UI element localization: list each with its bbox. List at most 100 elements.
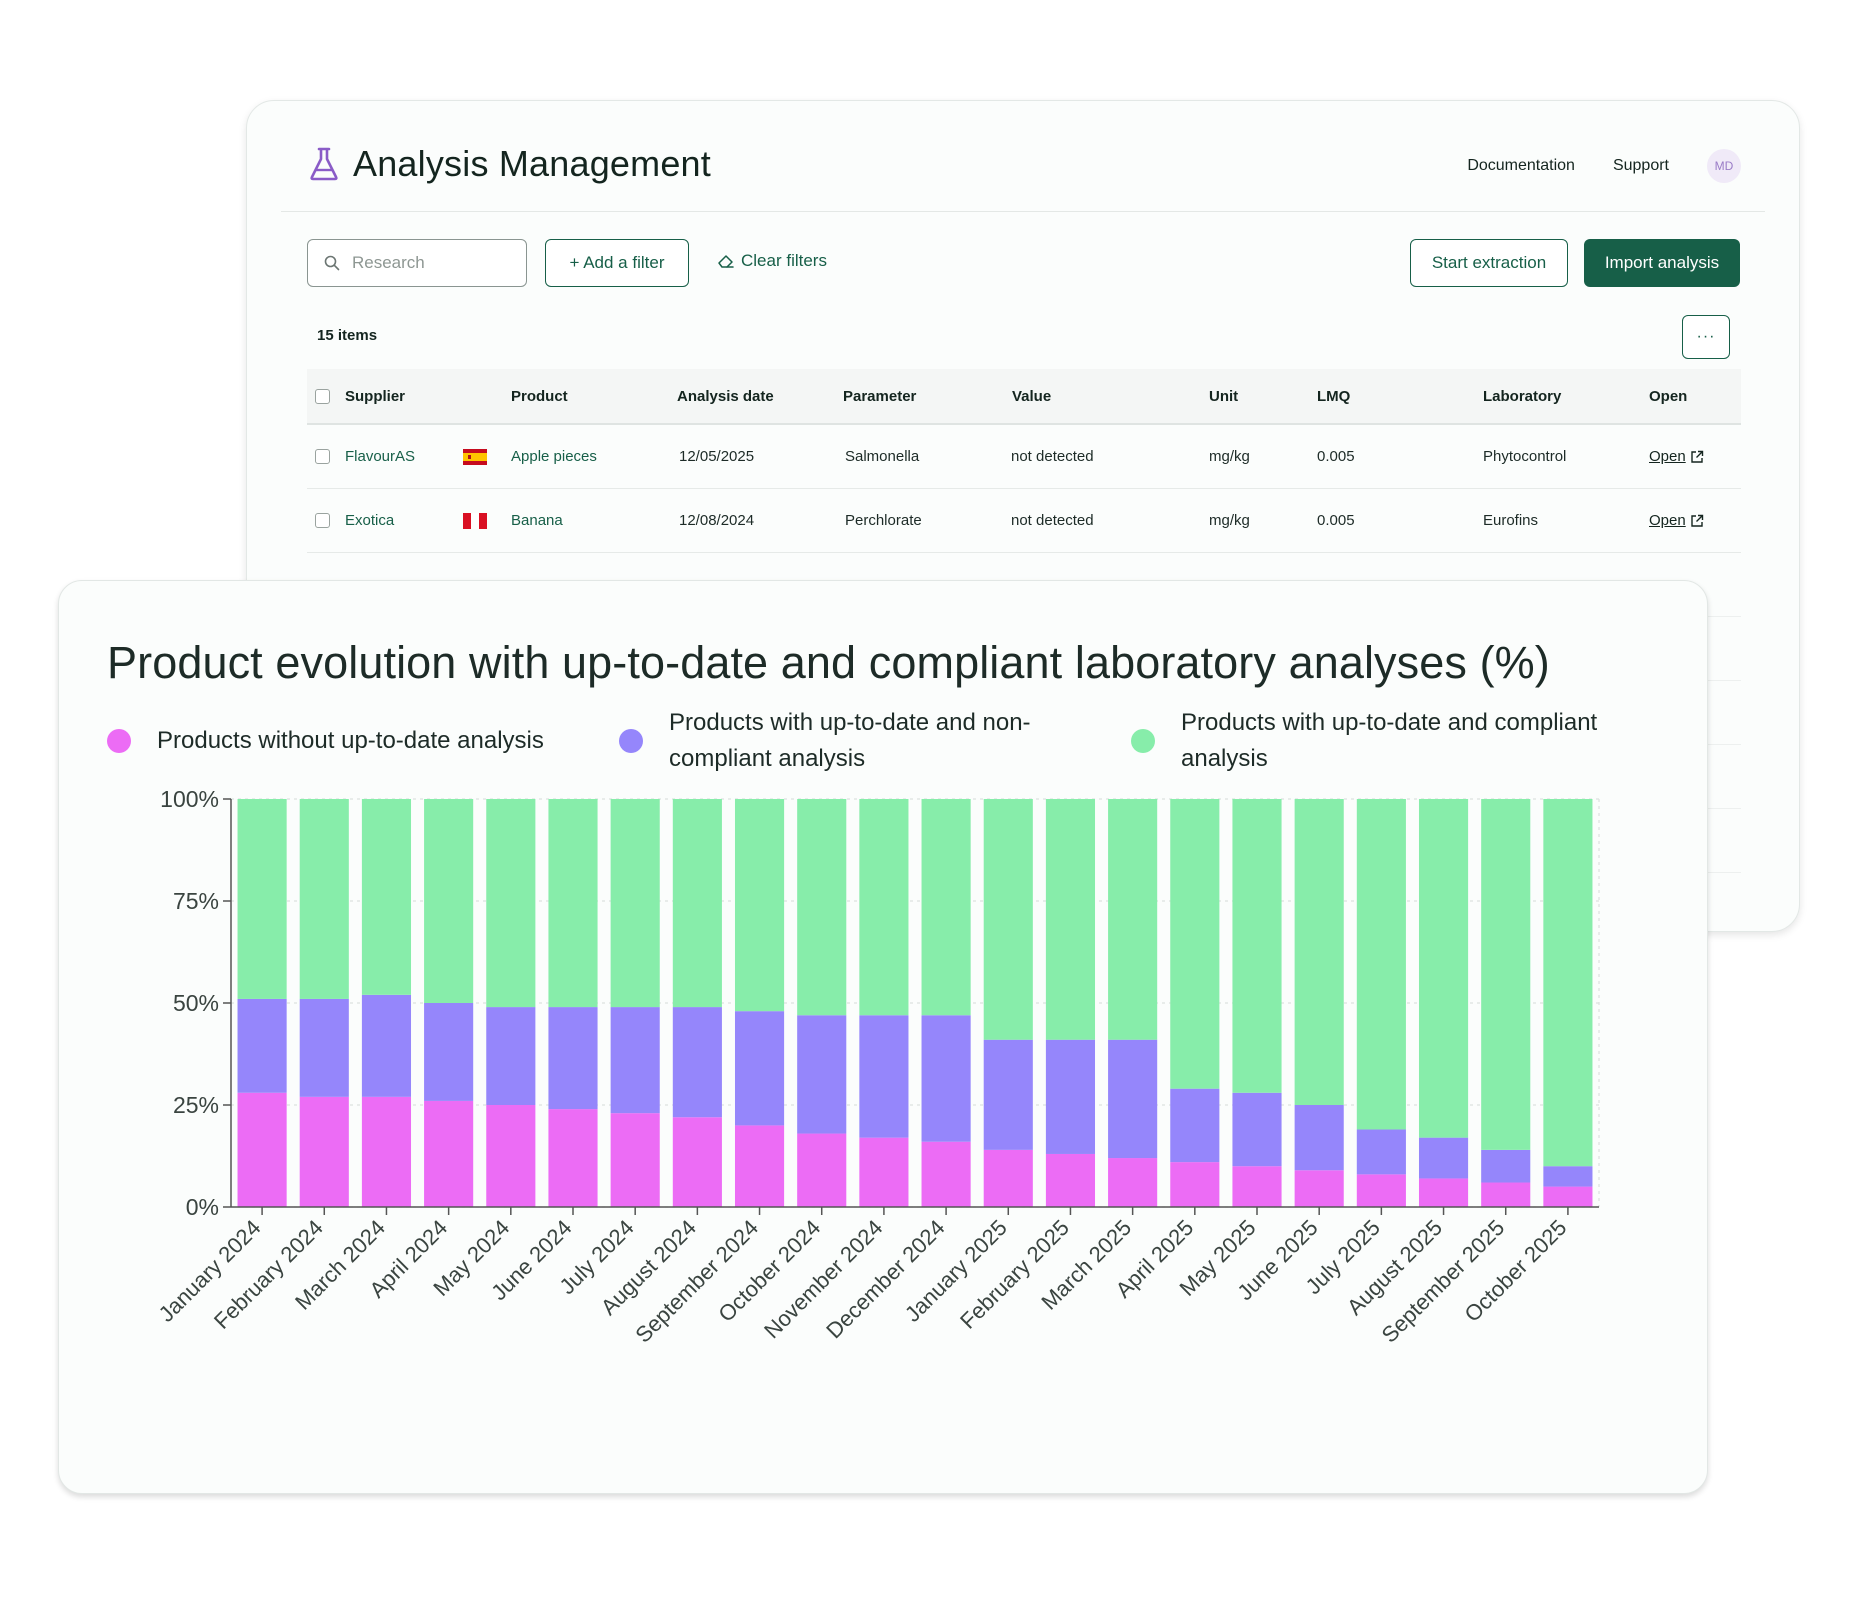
bar-segment-noncompliant[interactable] bbox=[1170, 1088, 1220, 1163]
bar-segment-noncompliant[interactable] bbox=[424, 1003, 474, 1101]
bar-segment-without[interactable] bbox=[983, 1149, 1033, 1207]
bar-segment-without[interactable] bbox=[921, 1141, 971, 1207]
column-header[interactable]: LMQ bbox=[1317, 387, 1351, 405]
column-header[interactable]: Parameter bbox=[843, 387, 917, 405]
bar-segment-without[interactable] bbox=[1045, 1153, 1096, 1207]
bar-segment-without[interactable] bbox=[1170, 1162, 1220, 1207]
bar-segment-compliant[interactable] bbox=[237, 799, 287, 999]
bar-segment-compliant[interactable] bbox=[734, 799, 785, 1012]
bar-segment-without[interactable] bbox=[1418, 1178, 1469, 1207]
bar-segment-without[interactable] bbox=[424, 1100, 474, 1207]
bar-segment-without[interactable] bbox=[237, 1092, 287, 1207]
bar-segment-without[interactable] bbox=[299, 1096, 349, 1207]
bar-segment-compliant[interactable] bbox=[361, 799, 412, 995]
bar-segment-without[interactable] bbox=[1481, 1182, 1531, 1207]
bar-segment-compliant[interactable] bbox=[1418, 799, 1469, 1138]
bar-segment-noncompliant[interactable] bbox=[486, 1007, 536, 1105]
bar-segment-compliant[interactable] bbox=[921, 799, 971, 1016]
bar-segment-compliant[interactable] bbox=[1356, 799, 1406, 1130]
column-header[interactable]: Laboratory bbox=[1483, 387, 1562, 405]
bar-segment-compliant[interactable] bbox=[797, 799, 847, 1016]
bar-segment-noncompliant[interactable] bbox=[237, 998, 287, 1093]
product-cell[interactable]: Banana bbox=[511, 512, 563, 529]
product-cell[interactable]: Apple pieces bbox=[511, 448, 597, 465]
bar-segment-compliant[interactable] bbox=[486, 799, 536, 1008]
legend-item-compliant[interactable]: Products with up-to-date and compliant a… bbox=[1131, 705, 1651, 777]
bar-segment-compliant[interactable] bbox=[610, 799, 660, 1008]
clear-filters-button[interactable]: Clear filters bbox=[717, 251, 827, 271]
bar-segment-noncompliant[interactable] bbox=[610, 1007, 660, 1114]
bar-segment-without[interactable] bbox=[1232, 1166, 1282, 1207]
bar-segment-compliant[interactable] bbox=[1232, 799, 1282, 1093]
bar-segment-without[interactable] bbox=[1356, 1174, 1406, 1207]
table-row[interactable]: FlavourAS Apple pieces 12/05/2025 Salmon… bbox=[307, 425, 1741, 489]
open-link[interactable]: Open bbox=[1649, 512, 1704, 529]
bar-segment-noncompliant[interactable] bbox=[548, 1007, 598, 1110]
bar-segment-compliant[interactable] bbox=[983, 799, 1033, 1040]
bar-segment-compliant[interactable] bbox=[1543, 799, 1593, 1167]
bar-segment-noncompliant[interactable] bbox=[1481, 1149, 1531, 1183]
select-all-checkbox[interactable] bbox=[315, 388, 330, 404]
bar-segment-without[interactable] bbox=[486, 1105, 536, 1207]
bar-segment-compliant[interactable] bbox=[299, 799, 349, 999]
column-header[interactable]: Supplier bbox=[345, 387, 406, 405]
column-header[interactable]: Value bbox=[1012, 387, 1052, 405]
avatar[interactable]: MD bbox=[1707, 149, 1741, 183]
start-extraction-button[interactable]: Start extraction bbox=[1410, 239, 1568, 287]
bar-segment-without[interactable] bbox=[797, 1133, 847, 1207]
bar-segment-compliant[interactable] bbox=[1045, 799, 1096, 1040]
bar-segment-noncompliant[interactable] bbox=[859, 1015, 909, 1138]
bar-segment-without[interactable] bbox=[672, 1117, 722, 1207]
bar-segment-without[interactable] bbox=[361, 1096, 412, 1207]
bar-segment-without[interactable] bbox=[610, 1113, 660, 1207]
bar-segment-noncompliant[interactable] bbox=[1543, 1166, 1593, 1187]
bar-segment-noncompliant[interactable] bbox=[983, 1039, 1033, 1150]
search-box[interactable] bbox=[307, 239, 527, 287]
column-header[interactable]: Unit bbox=[1209, 387, 1239, 405]
legend-item-noncompliant[interactable]: Products with up-to-date and non-complia… bbox=[619, 705, 1039, 777]
bar-segment-without[interactable] bbox=[1294, 1170, 1344, 1207]
bar-segment-compliant[interactable] bbox=[1170, 799, 1220, 1089]
bar-segment-compliant[interactable] bbox=[1294, 799, 1344, 1105]
row-checkbox[interactable] bbox=[315, 449, 330, 464]
bar-segment-noncompliant[interactable] bbox=[921, 1015, 971, 1142]
bar-segment-without[interactable] bbox=[1543, 1186, 1593, 1207]
import-analysis-button[interactable]: Import analysis bbox=[1584, 239, 1740, 287]
supplier-cell[interactable]: Exotica bbox=[345, 512, 395, 529]
bar-segment-noncompliant[interactable] bbox=[299, 998, 349, 1097]
bar-segment-without[interactable] bbox=[859, 1137, 909, 1207]
bar-segment-noncompliant[interactable] bbox=[1294, 1105, 1344, 1171]
more-options-button[interactable]: ··· bbox=[1682, 315, 1730, 359]
bar-segment-compliant[interactable] bbox=[424, 799, 474, 1003]
bar-segment-without[interactable] bbox=[548, 1109, 598, 1207]
supplier-cell[interactable]: FlavourAS bbox=[345, 448, 416, 465]
column-header[interactable]: Analysis date bbox=[677, 387, 774, 405]
documentation-link[interactable]: Documentation bbox=[1467, 157, 1575, 174]
bar-segment-noncompliant[interactable] bbox=[1418, 1137, 1469, 1179]
support-link[interactable]: Support bbox=[1612, 157, 1669, 174]
bar-segment-without[interactable] bbox=[734, 1125, 785, 1207]
bar-segment-noncompliant[interactable] bbox=[1356, 1129, 1406, 1175]
bar-segment-noncompliant[interactable] bbox=[1108, 1039, 1158, 1159]
bar-segment-noncompliant[interactable] bbox=[797, 1015, 847, 1134]
row-checkbox[interactable] bbox=[315, 513, 330, 528]
table-row[interactable]: Exotica Banana 12/08/2024 Perchlorate no… bbox=[307, 489, 1741, 553]
bar-segment-noncompliant[interactable] bbox=[1045, 1039, 1096, 1154]
bar-segment-noncompliant[interactable] bbox=[734, 1011, 785, 1126]
bar-segment-compliant[interactable] bbox=[859, 799, 909, 1016]
column-header[interactable]: Product bbox=[511, 387, 568, 405]
bar-segment-compliant[interactable] bbox=[548, 799, 598, 1008]
bar-segment-noncompliant[interactable] bbox=[672, 1007, 722, 1118]
open-link[interactable]: Open bbox=[1649, 448, 1704, 465]
search-input[interactable] bbox=[350, 252, 514, 274]
bar-segment-noncompliant[interactable] bbox=[1232, 1092, 1282, 1167]
legend-item-without[interactable]: Products without up-to-date analysis bbox=[107, 723, 587, 759]
column-header[interactable]: Open bbox=[1649, 387, 1688, 405]
bar-segment-without[interactable] bbox=[1108, 1158, 1158, 1207]
bar-segment-compliant[interactable] bbox=[1481, 799, 1531, 1150]
bar-segment-compliant[interactable] bbox=[672, 799, 722, 1008]
add-filter-button[interactable]: + Add a filter bbox=[545, 239, 689, 287]
laboratory-cell: Phytocontrol bbox=[1483, 448, 1567, 465]
bar-segment-noncompliant[interactable] bbox=[361, 994, 412, 1097]
bar-segment-compliant[interactable] bbox=[1108, 799, 1158, 1040]
